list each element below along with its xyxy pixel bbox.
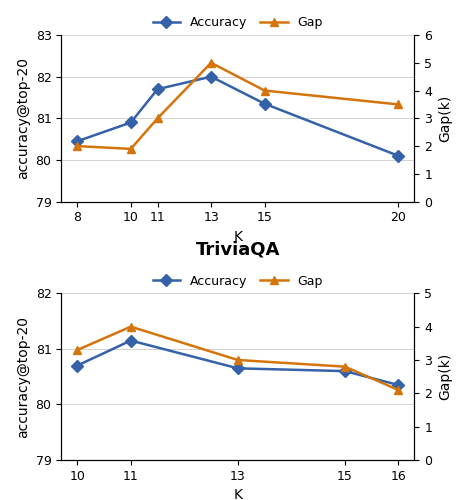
Accuracy bbox=[235, 366, 241, 372]
Gap bbox=[208, 60, 214, 66]
Line: Accuracy: Accuracy bbox=[73, 72, 403, 160]
Gap bbox=[235, 357, 241, 363]
Accuracy bbox=[262, 101, 268, 107]
Legend: Accuracy, Gap: Accuracy, Gap bbox=[148, 11, 328, 34]
Accuracy bbox=[74, 138, 80, 144]
Y-axis label: Gap(k): Gap(k) bbox=[438, 353, 452, 401]
Gap bbox=[396, 387, 401, 393]
Y-axis label: accuracy@top-20: accuracy@top-20 bbox=[16, 316, 30, 438]
Accuracy bbox=[396, 153, 401, 159]
X-axis label: K: K bbox=[233, 230, 243, 244]
Gap bbox=[74, 347, 80, 353]
Accuracy bbox=[128, 120, 134, 126]
Accuracy bbox=[208, 74, 214, 80]
Y-axis label: accuracy@top-20: accuracy@top-20 bbox=[16, 58, 30, 180]
Legend: Accuracy, Gap: Accuracy, Gap bbox=[148, 270, 328, 292]
Gap bbox=[155, 116, 161, 121]
Gap bbox=[74, 143, 80, 149]
Line: Gap: Gap bbox=[73, 58, 403, 153]
Accuracy bbox=[74, 362, 80, 368]
Y-axis label: Gap(k): Gap(k) bbox=[438, 94, 452, 142]
Gap bbox=[128, 146, 134, 152]
Gap bbox=[342, 364, 348, 370]
Gap bbox=[396, 102, 401, 107]
Title: TriviaQA: TriviaQA bbox=[195, 240, 280, 258]
Accuracy bbox=[155, 86, 161, 92]
Gap bbox=[262, 88, 268, 94]
Line: Accuracy: Accuracy bbox=[73, 336, 403, 389]
Line: Gap: Gap bbox=[73, 322, 403, 394]
Accuracy bbox=[396, 382, 401, 388]
Accuracy bbox=[128, 338, 134, 344]
Accuracy bbox=[342, 368, 348, 374]
Gap bbox=[128, 324, 134, 330]
X-axis label: K: K bbox=[233, 488, 243, 500]
